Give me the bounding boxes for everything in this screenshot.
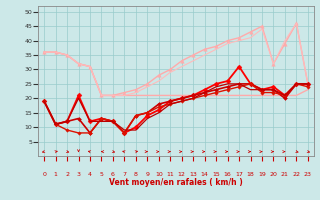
X-axis label: Vent moyen/en rafales ( km/h ): Vent moyen/en rafales ( km/h ) — [109, 178, 243, 187]
